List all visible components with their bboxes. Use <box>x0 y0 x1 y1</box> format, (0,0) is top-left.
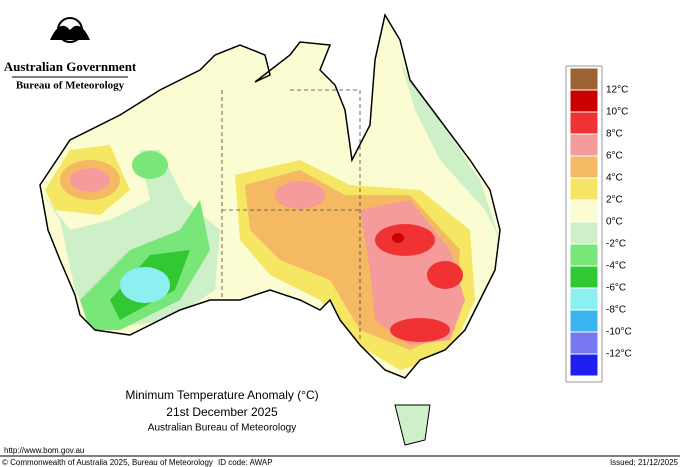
legend-swatch <box>569 353 599 377</box>
legend-label: -12°C <box>606 349 632 360</box>
tasmania <box>394 404 431 446</box>
map-date: 21st December 2025 <box>166 405 278 419</box>
legend: 12°C 10°C 8°C 6°C 4°C 2°C 0°C -2°C -4°C -6°C -8°C -… <box>569 67 632 377</box>
legend-label: 8°C <box>606 129 623 140</box>
footer-id: ID code: AWAP <box>218 458 273 467</box>
legend-label: -8°C <box>606 305 626 316</box>
legend-swatch <box>569 67 599 91</box>
legend-label: 10°C <box>606 107 628 118</box>
footer-issued: Issued: 21/12/2025 <box>610 458 679 467</box>
legend-swatch <box>569 133 599 157</box>
legend-swatch <box>569 331 599 355</box>
legend-label: -10°C <box>606 327 632 338</box>
legend-label: 2°C <box>606 195 623 206</box>
legend-label: 12°C <box>606 85 628 96</box>
legend-swatch <box>569 177 599 201</box>
legend-label: -2°C <box>606 239 626 250</box>
legend-swatch <box>569 243 599 267</box>
state-borders <box>221 89 361 340</box>
footer-copyright: © Commonwealth of Australia 2025, Bureau… <box>2 458 213 467</box>
legend-label: -6°C <box>606 283 626 294</box>
legend-swatch <box>569 199 599 223</box>
legend-swatch <box>569 89 599 113</box>
agency-name: Bureau of Meteorology <box>16 80 125 92</box>
legend-swatch <box>569 155 599 179</box>
legend-swatch <box>569 265 599 289</box>
map-source: Australian Bureau of Meteorology <box>148 423 296 434</box>
legend-swatch <box>569 309 599 333</box>
crest <box>50 17 90 43</box>
map-title: Minimum Temperature Anomaly (°C) <box>125 388 318 402</box>
legend-label: 6°C <box>606 151 623 162</box>
legend-swatch <box>569 221 599 245</box>
government-name: Australian Government <box>4 59 137 74</box>
legend-label: -4°C <box>606 261 626 272</box>
footer-url: http://www.bom.gov.au <box>4 446 84 455</box>
legend-label: 0°C <box>606 217 623 228</box>
legend-label: 4°C <box>606 173 623 184</box>
legend-swatch <box>569 111 599 135</box>
anomaly-map <box>40 15 500 378</box>
legend-swatch <box>569 287 599 311</box>
